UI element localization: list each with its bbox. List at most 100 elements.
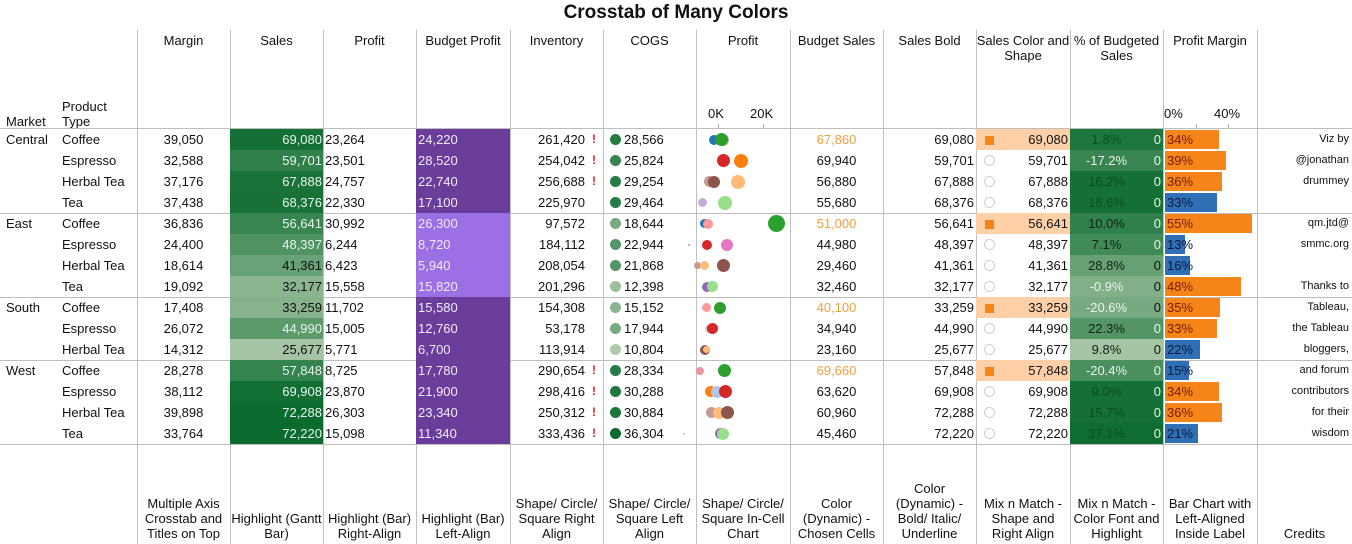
sales-bold-value: 33,259 [934,300,974,315]
cogs-circle-icon [610,134,621,145]
profit-margin-bar [1165,361,1189,380]
budget-profit-value: 15,580 [418,300,458,315]
product-type-label[interactable]: Espresso [62,321,117,336]
sales-bold-value: 32,177 [934,279,974,294]
pct-budgeted-value: 9.0% [1091,384,1122,399]
footer-label: Color (Dynamic) - Chosen Cells [797,496,876,541]
footer-label: Color (Dynamic) - Bold/ Italic/ Underlin… [895,481,964,541]
column-header-budget_sales[interactable]: Budget Sales [797,33,876,48]
product-type-label[interactable]: Espresso [62,384,117,399]
column-footer-profit_margin: Bar Chart with Left-Aligned Inside Label [1163,496,1257,541]
product-type-label[interactable]: Herbal Tea [62,174,125,189]
profit-axis-tick [718,124,719,129]
budget-sales-value: 45,460 [816,426,857,441]
cogs-circle-icon [610,218,621,229]
profit-margin-bar [1165,319,1217,338]
budget-sales-value: 51,000 [816,216,857,231]
market-label[interactable]: South [6,300,40,315]
product-type-label[interactable]: Tea [62,279,83,294]
product-type-label[interactable]: Coffee [62,132,101,147]
profit-margin-label: 33% [1167,321,1194,336]
pct-budgeted-value: 22.3% [1088,321,1125,336]
profit-margin-axis-tick [1228,124,1229,129]
column-header-profit_margin[interactable]: Profit Margin [1173,33,1247,48]
product-type-label[interactable]: Coffee [62,300,101,315]
column-header-inventory[interactable]: Inventory [529,33,584,48]
inventory-value: 290,654 [538,363,585,378]
column-header-margin[interactable]: Margin [163,33,204,48]
profit-margin-label: 22% [1167,342,1194,357]
sales-value: 41,361 [282,258,322,273]
profit-margin-label: 34% [1167,132,1194,147]
pct-budgeted-highlight [1070,318,1163,339]
sales-bold-value: 72,288 [934,405,974,420]
sales-value: 44,990 [282,321,322,336]
cogs-value: 30,288 [624,384,664,399]
budget-sales-value: 56,880 [816,174,857,189]
profit-value: 11,702 [325,300,364,315]
cogs-value: 15,152 [624,300,664,315]
market-label[interactable]: East [6,216,33,231]
column-header-profit[interactable]: Profit [354,33,385,48]
column-header-budget_profit[interactable]: Budget Profit [425,33,501,48]
product-type-label[interactable]: Tea [62,426,83,441]
product-type-label[interactable]: Herbal Tea [62,342,125,357]
sales-value: 69,908 [282,384,322,399]
budget-sales-value: 44,980 [816,237,857,252]
column-divider [510,30,511,544]
market-label[interactable]: Central [6,132,48,147]
column-header-sales_color_shape[interactable]: Sales Color and Shape [976,33,1070,63]
pct-budgeted-zero: 0 [1153,342,1161,357]
column-header-sales[interactable]: Sales [260,33,293,48]
row-header-market[interactable]: Market [6,114,46,129]
column-header-profit_chart[interactable]: Profit [727,33,759,48]
credits-text: @jonathan [1295,154,1349,166]
circle-outline-icon [984,386,995,397]
cogs-circle-icon [610,365,621,376]
product-type-label[interactable]: Coffee [62,216,101,231]
product-type-label[interactable]: Herbal Tea [62,405,125,420]
sales-highlight-bar [230,150,323,171]
sales-bold-value: 72,220 [934,426,974,441]
pct-budgeted-zero: 0 [1153,216,1161,231]
pct-budgeted-value: 37.1% [1088,426,1125,441]
cogs-value: 25,824 [624,153,664,168]
inventory-value: 254,042 [538,153,585,168]
product-type-label[interactable]: Espresso [62,153,117,168]
sales-value: 72,288 [282,405,322,420]
product-type-label[interactable]: Tea [62,195,83,210]
budget-profit-bar [416,150,510,171]
budget-profit-bar [416,171,510,192]
column-header-cogs[interactable]: COGS [630,33,669,48]
product-type-label[interactable]: Herbal Tea [62,258,125,273]
credits-text: contributors [1291,385,1349,397]
alert-icon: ! [592,153,596,167]
credits-text [1257,192,1349,213]
sales-highlight-bar [230,297,323,318]
column-footer-sales: Highlight (Gantt Bar) [230,496,323,541]
column-header-sales_bold[interactable]: Sales Bold [898,33,961,48]
market-label[interactable]: West [6,363,36,378]
budget-profit-value: 6,700 [418,342,451,357]
pct-budgeted-value: 10.0% [1088,216,1125,231]
footer-label: Mix n Match - Color Font and Highlight [1073,496,1160,541]
profit-value: 30,992 [325,216,365,231]
row-header-product-type[interactable]: Product Type [62,99,107,129]
column-footer-budget_profit: Highlight (Bar) Left-Align [416,496,510,541]
product-type-label[interactable]: Coffee [62,363,101,378]
margin-value: 28,278 [163,363,204,378]
cogs-circle-icon [610,260,621,271]
footer-label: Shape/ Circle/ Square Left Align [608,496,691,541]
sales-value: 25,677 [282,342,322,357]
profit-margin-bar [1165,298,1221,317]
product-type-label[interactable]: Espresso [62,237,117,252]
profit-circle-mark [707,175,720,188]
pct-budgeted-zero: 0 [1153,258,1161,273]
cogs-circle-icon [610,344,621,355]
footer-label: Shape/ Circle/ Square In-Cell Chart [701,496,785,541]
margin-value: 14,312 [163,342,204,357]
alert-icon: ! [592,174,596,188]
column-footer-sales_bold: Color (Dynamic) - Bold/ Italic/ Underlin… [883,481,976,541]
column-footer-margin: Multiple Axis Crosstab and Titles on Top [137,496,230,541]
column-header-pct_budgeted_sales[interactable]: % of Budgeted Sales [1073,33,1160,63]
